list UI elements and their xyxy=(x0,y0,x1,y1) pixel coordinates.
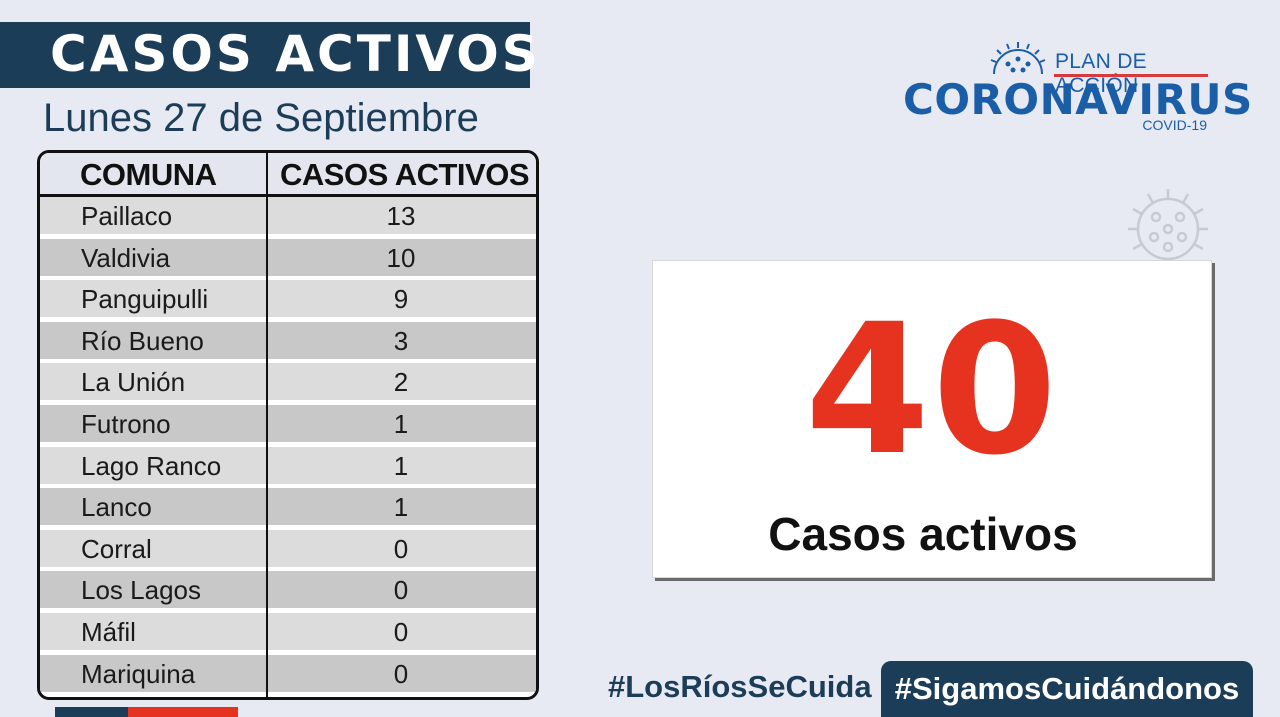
cases-table: COMUNA CASOS ACTIVOS Paillaco 13 Valdivia 1… xyxy=(37,150,539,700)
comuna-cell: Corral xyxy=(81,533,152,564)
total-cases-card: 40 Casos activos xyxy=(652,260,1212,578)
casos-cell: 0 xyxy=(393,533,409,564)
comuna-cell: La Unión xyxy=(81,367,186,398)
column-header-casos: CASOS ACTIVOS xyxy=(280,157,530,192)
table-header: COMUNA CASOS ACTIVOS xyxy=(40,153,536,197)
page-title: CASOS ACTIVOS xyxy=(50,25,541,83)
column-divider xyxy=(266,153,268,697)
casos-cell: 10 xyxy=(386,242,416,273)
footer-bar-blue xyxy=(55,707,128,717)
total-cases-label: Casos activos xyxy=(768,508,1078,560)
comuna-cell: Panguipulli xyxy=(81,284,209,315)
logo-title: CORONAVIRUS xyxy=(903,75,1253,124)
table-row: Mariquina 0 xyxy=(40,654,536,692)
casos-cell: 9 xyxy=(393,284,409,315)
table-row: La Unión 2 xyxy=(40,363,536,401)
total-cases-number: 40 xyxy=(804,286,1060,495)
footer-bar-red xyxy=(128,707,238,717)
table-row: Río Bueno 3 xyxy=(40,321,536,359)
casos-cell: 1 xyxy=(393,450,409,481)
table-row: Lanco 1 xyxy=(40,488,536,526)
table-row: Futrono 1 xyxy=(40,405,536,442)
logo-plan-text: PLAN DE ACCIÓN xyxy=(1055,50,1147,97)
coronavirus-logo: PLAN DE ACCIÓN CORONAVIRUS COVID-19 xyxy=(900,38,1252,138)
hashtag-sigamos: #SigamosCuidándonos xyxy=(894,671,1240,706)
casos-cell: 1 xyxy=(393,409,409,439)
comuna-cell: Río Bueno xyxy=(81,325,204,356)
casos-cell: 1 xyxy=(393,492,409,523)
casos-cell: 3 xyxy=(393,325,409,356)
casos-cell: 0 xyxy=(393,617,409,647)
casos-cell: 0 xyxy=(393,575,409,606)
table-row: Valdivia 10 xyxy=(40,238,536,276)
comuna-cell: Valdivia xyxy=(81,242,171,273)
table-row: Corral 0 xyxy=(40,529,536,567)
table-row: Paillaco 13 xyxy=(40,197,536,234)
comuna-cell: Mariquina xyxy=(81,658,196,689)
table-row: Los Lagos 0 xyxy=(40,571,536,609)
logo-subtitle: COVID-19 xyxy=(1142,117,1207,133)
comuna-cell: Lanco xyxy=(81,492,152,523)
title-banner xyxy=(0,22,530,88)
comuna-cell: Paillaco xyxy=(81,201,173,231)
hashtag-los-rios: #LosRíosSeCuida xyxy=(608,669,872,704)
comuna-cell: Lago Ranco xyxy=(81,450,222,481)
casos-cell: 13 xyxy=(386,201,416,231)
virus-decoration-icon xyxy=(1128,189,1208,261)
date-subtitle: Lunes 27 de Septiembre xyxy=(43,96,479,140)
casos-cell: 0 xyxy=(393,658,409,689)
column-header-comuna: COMUNA xyxy=(80,157,217,192)
table-row: Lago Ranco 1 xyxy=(40,446,536,484)
table-row: Máfil 0 xyxy=(40,613,536,650)
comuna-cell: Los Lagos xyxy=(81,575,201,606)
casos-cell: 2 xyxy=(393,367,409,398)
logo-underline xyxy=(1054,74,1208,77)
virus-icon xyxy=(990,42,1046,75)
table-row: Panguipulli 9 xyxy=(40,280,536,318)
comuna-cell: Máfil xyxy=(81,617,136,647)
hashtag-banner: #SigamosCuidándonos xyxy=(881,661,1253,717)
comuna-cell: Futrono xyxy=(81,409,171,439)
